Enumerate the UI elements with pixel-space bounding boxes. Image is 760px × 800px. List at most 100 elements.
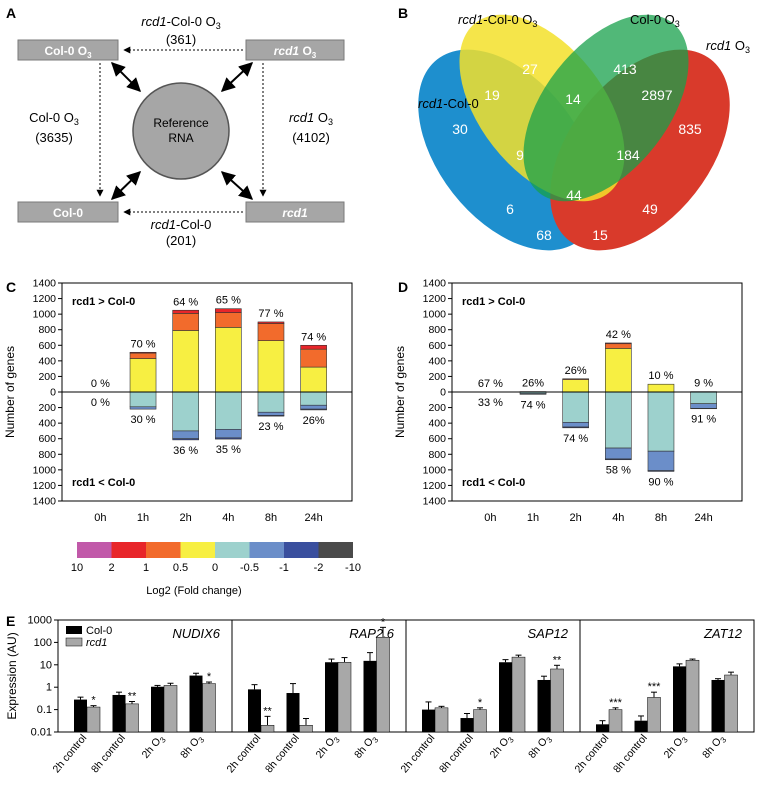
stacked-bar-segment <box>172 391 199 432</box>
x-tick-label: 8h <box>265 512 277 524</box>
bar-col0 <box>673 666 686 732</box>
bar-col0 <box>325 662 338 732</box>
arrow-col0-ref <box>110 171 142 200</box>
stacked-bar-segment <box>129 351 157 354</box>
y-tick-label: 400 <box>38 418 56 430</box>
y-tick-label: 1000 <box>33 309 57 321</box>
x-tick-label: 2h <box>570 512 582 524</box>
reference-label-line1: Reference <box>153 116 209 130</box>
stacked-bar-segment <box>172 330 199 393</box>
y-tick-label: 600 <box>428 433 446 445</box>
venn-count: 2897 <box>641 87 672 103</box>
significance-mark: * <box>91 695 96 707</box>
down-percent-label: 35 % <box>216 444 241 456</box>
node-col0-o3: Col-0 O3 <box>44 44 92 60</box>
venn-count: 68 <box>536 227 552 243</box>
up-percent-label: 65 % <box>216 295 241 307</box>
significance-mark: ** <box>263 705 272 717</box>
venn-count: 19 <box>484 87 500 103</box>
node-col0: Col-0 <box>53 206 83 220</box>
stacked-bar-segment <box>215 327 242 393</box>
colorbar: 10 2 1 0.5 0 -0.5 -1 -2 -10 <box>71 542 361 574</box>
venn-label-rcd1-o3: rcd1 O3 <box>706 38 750 55</box>
bar-col0 <box>248 689 261 732</box>
colorbar-tick-label: 10 <box>71 562 83 574</box>
down-percent-label: 74 % <box>563 433 588 445</box>
stacked-bar-segment <box>605 447 632 460</box>
x-category-label: 8h O3 <box>526 732 555 762</box>
x-tick-label: 4h <box>612 512 624 524</box>
bar-col0 <box>112 694 126 732</box>
y-tick-label: 400 <box>428 355 446 367</box>
up-percent-label: 70 % <box>130 338 155 350</box>
down-percent-label: 58 % <box>606 465 631 477</box>
chart-d-ylabel: Number of genes <box>393 346 407 438</box>
bar-col0 <box>363 660 377 732</box>
arrow-col0-o3-ref <box>111 62 141 92</box>
gene-name: NUDIX6 <box>172 626 220 641</box>
venn-count: 30 <box>452 121 468 137</box>
colorbar-tick-label: -2 <box>314 562 324 574</box>
y-tick-label: 200 <box>38 402 56 414</box>
colorbar-swatch <box>215 542 250 558</box>
y-tick-label: 1400 <box>33 496 57 508</box>
chart-d-labels: 67 % 33 % 0h 26% 74 % 1h 26% 74 % 2h 42 % 58 % 4h 10… <box>478 329 717 524</box>
bar-rcd1 <box>550 668 564 733</box>
stacked-bar-segment <box>300 344 327 350</box>
y-tick-label: 1200 <box>423 480 447 492</box>
y-tick-label: 0.1 <box>37 704 52 716</box>
chart-c-labels: 0 % 0 % 0h 70 % 30 % 1h 64 % 36 % 2h 65 % 35 % 4h 77… <box>91 295 326 524</box>
x-tick-label: 24h <box>304 512 322 524</box>
bar-rcd1 <box>86 706 101 733</box>
up-percent-label: 10 % <box>648 370 673 382</box>
node-col0-box <box>17 201 119 223</box>
x-category-label: 2h O3 <box>314 732 343 762</box>
colorbar-tick-label: 0.5 <box>173 562 188 574</box>
venn-count: 6 <box>506 201 514 217</box>
x-tick-label: 24h <box>694 512 712 524</box>
panel-c: C 14001200100080060040020002004006008001… <box>3 278 353 524</box>
colorbar-swatch <box>284 542 319 558</box>
down-percent-label: 74 % <box>520 399 545 411</box>
y-tick-label: 10 <box>40 659 52 671</box>
colorbar-tick-label: 1 <box>143 562 149 574</box>
up-percent-label: 0 % <box>91 378 110 390</box>
stacked-bar-segment <box>519 393 547 395</box>
node-rcd1-box <box>245 201 345 223</box>
x-category-label: 2h control <box>398 732 437 775</box>
up-percent-label: 26% <box>522 378 544 390</box>
venn-count: 835 <box>678 121 702 137</box>
significance-mark: * <box>478 697 483 709</box>
stacked-bar-segment <box>172 438 199 441</box>
y-tick-label: 800 <box>38 449 56 461</box>
bar-rcd1 <box>511 656 526 733</box>
stacked-bar-segment <box>300 348 327 368</box>
y-tick-label: 1 <box>46 682 52 694</box>
colorbar-swatch <box>146 542 181 558</box>
bar-rcd1 <box>434 707 449 733</box>
gene-name: ZAT12 <box>703 626 743 641</box>
x-category-label: 2h O3 <box>140 732 169 762</box>
bar-col0 <box>596 724 609 732</box>
stacked-bar-segment <box>257 323 285 341</box>
significance-mark: *** <box>648 681 662 693</box>
down-percent-label: 36 % <box>173 445 198 457</box>
chart-c-lower-note: rcd1 < Col-0 <box>72 477 135 489</box>
significance-mark: * <box>207 671 212 683</box>
bar-col0 <box>537 679 551 732</box>
bar-col0 <box>422 709 435 732</box>
x-tick-label: 4h <box>222 512 234 524</box>
bar-col0 <box>499 662 512 732</box>
y-tick-label: 0.01 <box>31 727 52 739</box>
y-tick-label: 1200 <box>33 293 57 305</box>
stacked-bar-segment <box>300 391 327 406</box>
y-tick-label: 1400 <box>423 278 447 290</box>
x-category-label: 2h control <box>50 732 89 775</box>
down-percent-label: 0 % <box>91 397 110 409</box>
down-percent-label: 30 % <box>130 414 155 426</box>
colorbar-swatch <box>111 542 146 558</box>
stacked-bar-segment <box>215 429 242 439</box>
y-tick-label: 1400 <box>423 496 447 508</box>
stacked-bar-segment <box>215 437 242 440</box>
x-category-label: 2h O3 <box>662 732 691 762</box>
